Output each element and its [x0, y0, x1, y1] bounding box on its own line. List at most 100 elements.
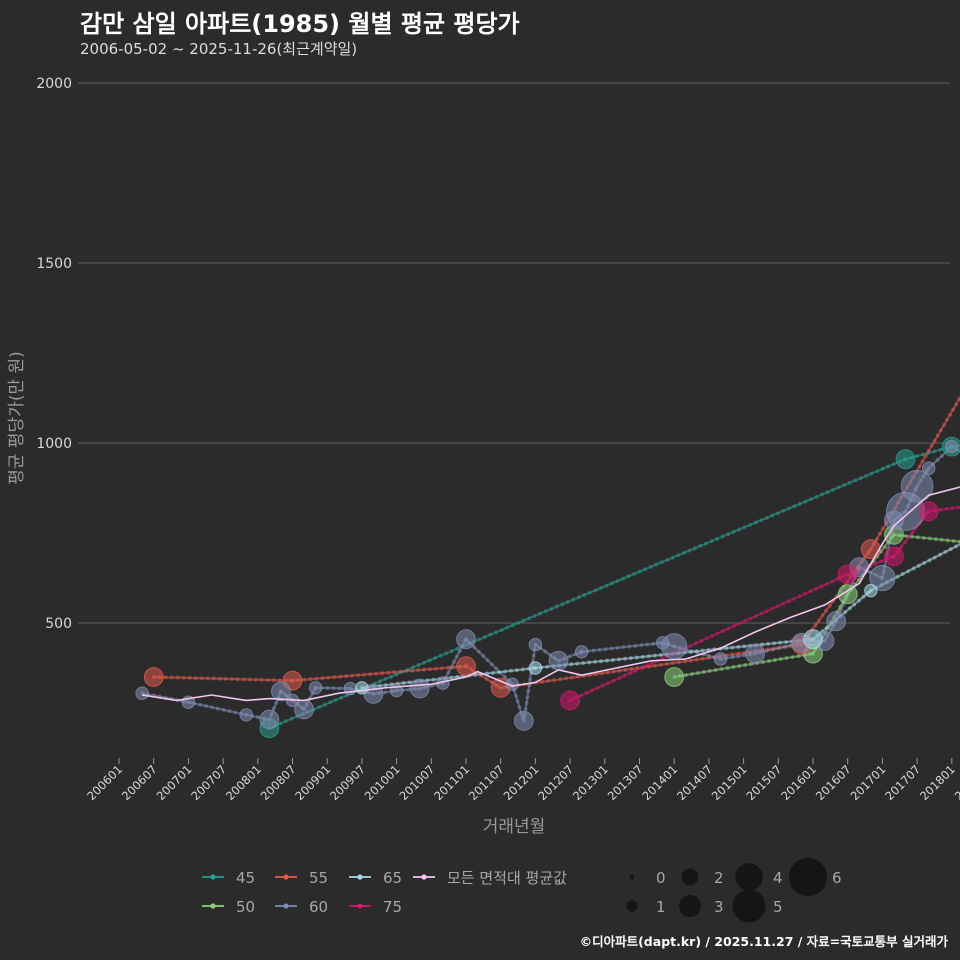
y-tick-label: 1500 — [36, 256, 72, 272]
legend-dot-65 — [357, 874, 363, 880]
y-tick-label: 500 — [45, 616, 72, 632]
x-tick-label: 201307 — [605, 762, 646, 803]
series-60-point — [921, 461, 936, 475]
legend-label-75: 75 — [383, 898, 402, 916]
legend-label-65: 65 — [383, 869, 402, 887]
series-60-point — [409, 678, 430, 699]
series-60-point — [308, 681, 323, 695]
size-legend-label-1: 1 — [656, 898, 666, 916]
series-55-point — [860, 539, 881, 560]
series-60-point — [574, 645, 589, 659]
legend-label-모든 면적대 평균값: 모든 면적대 평균값 — [447, 869, 567, 887]
size-legend-label-3: 3 — [714, 898, 724, 916]
legend-label-45: 45 — [236, 869, 255, 887]
size-legend-circle-2 — [681, 868, 699, 886]
x-tick-label: 200707 — [188, 762, 229, 803]
x-tick-label: 201707 — [882, 762, 923, 803]
series-50-point — [664, 667, 685, 687]
x-tick-label: 200907 — [327, 762, 368, 803]
series-60-point — [456, 629, 476, 650]
series-lines — [141, 395, 960, 730]
series-60-line — [141, 445, 960, 722]
source-caption: ©디아파트(dapt.kr) / 2025.11.27 / 자료=국토교통부 실… — [579, 934, 948, 949]
series-50-point — [837, 584, 858, 605]
legend-dot-75 — [357, 903, 363, 909]
x-tick-label: 201207 — [535, 762, 576, 803]
size-legend-circle-1 — [626, 900, 638, 912]
series-60-point — [271, 681, 291, 702]
series-60-point — [294, 699, 314, 720]
series-60-point — [259, 709, 280, 730]
average-line — [141, 486, 960, 702]
size-legend-label-5: 5 — [773, 898, 783, 916]
legend-dot-60 — [283, 903, 289, 909]
x-tick-label: 201801 — [917, 762, 958, 803]
series-75-line — [569, 505, 960, 702]
series-65-point — [528, 661, 543, 675]
legend-dot-55 — [283, 874, 289, 880]
size-legend-label-4: 4 — [773, 869, 783, 887]
x-tick-label: 201601 — [778, 762, 819, 803]
series-60-point — [945, 439, 959, 454]
legend-label-55: 55 — [309, 869, 328, 887]
series-60-point — [239, 708, 253, 722]
x-tick-label: 201001 — [362, 762, 403, 803]
series-45-point — [895, 449, 916, 470]
x-tick-label: 201507 — [743, 762, 784, 803]
series-75-point — [837, 564, 858, 585]
grid — [78, 82, 950, 624]
series-60-point — [713, 652, 728, 666]
size-legend-circle-0 — [629, 874, 635, 880]
legend-dot-45 — [210, 874, 216, 880]
series-65-point — [864, 583, 878, 598]
size-legend-label-6: 6 — [832, 869, 842, 887]
series-55-point — [456, 656, 476, 677]
legend: 45 55 65 모든 면적대 평균값 50 60 75 0 2 4 6 1 3 5 — [202, 857, 842, 923]
series-75-point — [884, 546, 904, 567]
legend-dot-50 — [210, 903, 216, 909]
x-tick-label: 201501 — [709, 762, 750, 803]
average-line-path — [141, 486, 960, 702]
size-legend-circle-6 — [788, 857, 828, 897]
y-tick-label: 1000 — [36, 436, 72, 452]
series-65-point — [355, 681, 369, 695]
legend-label-50: 50 — [236, 898, 255, 916]
x-axis-title: 거래년월 — [483, 817, 546, 837]
x-tick-label: 200901 — [292, 762, 333, 803]
series-75-point — [918, 501, 939, 522]
series-connectors — [140, 393, 960, 731]
series-60-point — [661, 633, 688, 660]
x-tick-label: 201607 — [813, 762, 854, 803]
series-60-point — [528, 637, 543, 652]
series-55-point — [143, 667, 164, 687]
y-axis-title: 평균 평당가(만 원) — [7, 351, 27, 485]
chart-subtitle: 2006-05-02 ~ 2025-11-26(최근계약일) — [80, 40, 358, 58]
series-65-point — [803, 629, 823, 650]
x-tick-label: 201401 — [639, 762, 680, 803]
series-60-point — [869, 564, 896, 592]
series-60-point — [548, 650, 569, 671]
size-legend-circle-4 — [735, 863, 763, 891]
chart-title: 감만 삼일 아파트(1985) 월별 평균 평당가 — [80, 10, 520, 38]
series-60-point — [135, 686, 149, 700]
x-tick-label: 201301 — [570, 762, 611, 803]
size-legend-label-0: 0 — [656, 869, 666, 887]
series-points — [135, 436, 960, 739]
series-75-point — [560, 690, 580, 711]
x-tick-label: 201201 — [501, 762, 542, 803]
x-tick-label: 200801 — [223, 762, 264, 803]
series-60-point — [900, 469, 934, 503]
x-tick-label: 200807 — [258, 762, 299, 803]
x-tick-label: 201701 — [848, 762, 889, 803]
x-tick-label: 200607 — [119, 762, 160, 803]
x-tick-label: 201107 — [466, 762, 507, 803]
series-55-line — [153, 395, 960, 689]
x-tick-label: 200701 — [154, 762, 195, 803]
legend-dot-모든 면적대 평균값 — [421, 874, 427, 880]
x-tick-label: 201101 — [431, 762, 472, 803]
axes: 5001000150020002006012006072007012007072… — [7, 76, 960, 837]
series-60-point — [745, 643, 766, 664]
x-tick-label: 201407 — [674, 762, 715, 803]
series-60-point — [513, 711, 534, 731]
